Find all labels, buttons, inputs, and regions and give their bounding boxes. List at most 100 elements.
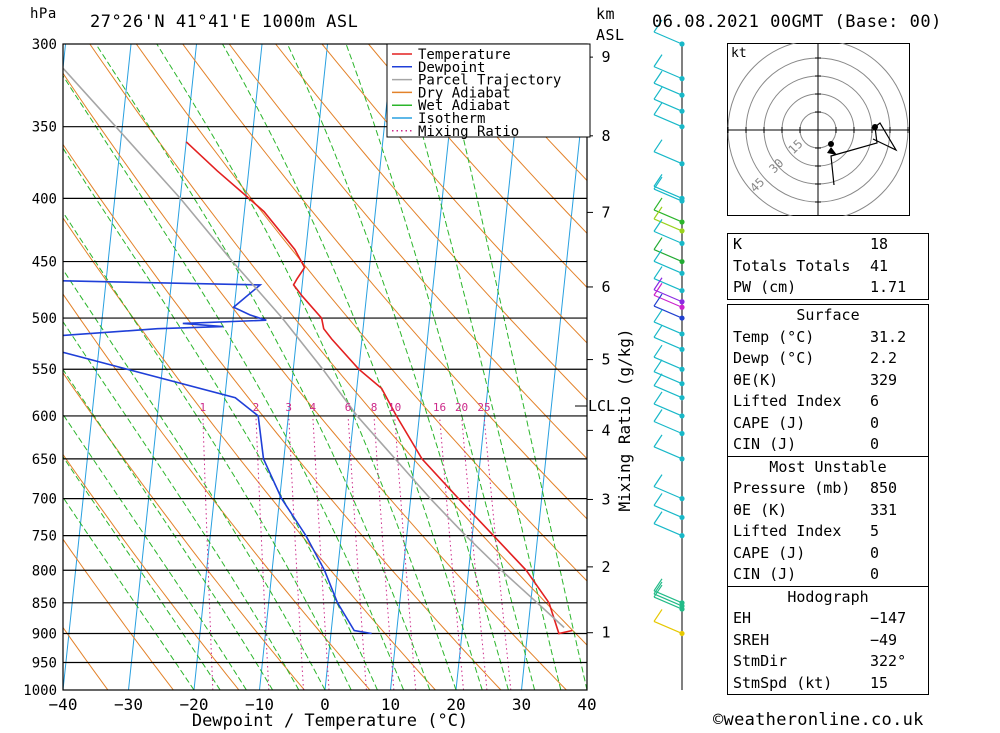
wind-barb-icon bbox=[653, 309, 683, 335]
wind-barb-icon bbox=[653, 54, 683, 80]
height-unit-sub: ASL bbox=[596, 26, 625, 44]
wet-adiabat-line bbox=[63, 147, 378, 690]
wind-barb-dot bbox=[679, 533, 685, 539]
temperature-tick-label: 10 bbox=[381, 695, 400, 714]
temperature-axis-labels: −40 −30 −20 −10 0 10 20 30 40 bbox=[49, 695, 597, 714]
eh-label: EH bbox=[733, 609, 752, 627]
pw-value: 1.71 bbox=[870, 278, 907, 296]
pressure-tick-label: 600 bbox=[32, 409, 57, 425]
wind-barb-icon bbox=[653, 197, 683, 223]
wind-barb-icon bbox=[653, 373, 683, 399]
wet-adiabat-line bbox=[63, 268, 326, 690]
mixing-ratio-line bbox=[439, 415, 464, 690]
pressure-tick-label: 1000 bbox=[23, 683, 57, 699]
pressure-unit: hPa bbox=[30, 6, 57, 22]
height-tick-label: 1 bbox=[601, 624, 610, 642]
wind-barb-icon bbox=[653, 176, 683, 202]
wind-barb-icon bbox=[653, 511, 683, 537]
legend-label: Parcel Trajectory bbox=[418, 73, 561, 89]
wind-barb-icon bbox=[653, 219, 683, 244]
height-tick-label: 9 bbox=[601, 48, 610, 66]
hodograph-point bbox=[828, 141, 834, 147]
pw-label: PW (cm) bbox=[733, 278, 797, 296]
pressure-tick-label: 550 bbox=[32, 362, 57, 378]
pressure-tick-label: 800 bbox=[32, 563, 57, 579]
wet-adiabat-line bbox=[222, 44, 483, 690]
mu-cin-value: 0 bbox=[870, 565, 880, 583]
wind-barb-icon bbox=[653, 293, 683, 319]
profiles bbox=[63, 66, 573, 635]
wind-barb-icon bbox=[653, 578, 683, 604]
mixing-ratio-tick-label: 10 bbox=[388, 401, 401, 414]
dry-adiabat-line bbox=[135, 44, 587, 582]
wet-adiabat-line bbox=[156, 44, 457, 690]
wind-barb-icon bbox=[653, 139, 683, 165]
surface-li-label: Lifted Index bbox=[733, 392, 842, 410]
height-axis-labels: 1 2 3 4 5 6 7 8 9 bbox=[587, 48, 611, 642]
surface-cin-label: CIN (J) bbox=[733, 435, 797, 453]
height-tick-label: 7 bbox=[601, 203, 610, 221]
surface-cape-value: 0 bbox=[870, 413, 880, 432]
dry-adiabat-line bbox=[414, 44, 587, 235]
isotherm-line bbox=[324, 44, 394, 690]
mixing-ratio-tick-label: 16 bbox=[433, 401, 446, 414]
hodograph-unit: kt bbox=[731, 46, 747, 61]
mu-cape-label: CAPE (J) bbox=[733, 543, 806, 562]
dry-adiabat-line bbox=[89, 44, 587, 646]
pressure-tick-label: 850 bbox=[32, 596, 57, 612]
pressure-tick-label: 750 bbox=[32, 529, 57, 545]
dry-adiabat-line bbox=[368, 44, 587, 289]
pressure-tick-label: 400 bbox=[32, 191, 57, 207]
height-tick-label: 5 bbox=[601, 351, 610, 369]
wind-barb-icon bbox=[653, 102, 683, 128]
mixing-ratio-labels: 1 2 3 4 6 8 10 16 20 25 bbox=[200, 401, 491, 414]
wind-barb-icon bbox=[653, 609, 683, 635]
storm-motion-arrow bbox=[827, 147, 837, 155]
wind-barbs bbox=[653, 19, 685, 637]
pressure-tick-label: 300 bbox=[32, 37, 57, 53]
mixing-ratio-tick-label: 20 bbox=[455, 401, 468, 414]
wind-barb-icon bbox=[653, 249, 683, 274]
wind-barb-icon bbox=[653, 206, 683, 232]
k-label: K bbox=[733, 235, 743, 253]
wind-barb-icon bbox=[653, 86, 683, 112]
wind-barb-icon bbox=[653, 359, 683, 385]
lcl-label: LCL bbox=[588, 397, 615, 415]
most-unstable-title: Most Unstable bbox=[769, 457, 887, 476]
dry-adiabat-line bbox=[228, 44, 587, 460]
dry-adiabat-line bbox=[321, 44, 587, 344]
mixing-ratio-tick-label: 25 bbox=[477, 401, 490, 414]
wind-barb-icon bbox=[653, 325, 683, 350]
surface-cape-label: CAPE (J) bbox=[733, 413, 806, 432]
mixing-ratio-tick-label: 3 bbox=[285, 401, 292, 414]
dry-adiabat-line bbox=[63, 217, 436, 690]
wind-barb-dot bbox=[679, 514, 685, 521]
mixing-ratio-tick-label: 6 bbox=[345, 401, 352, 414]
mixing-ratio-line bbox=[394, 415, 417, 690]
pressure-axis-labels: 300 350 400 450 500 550 600 650 700 750 800 850 900 9… bbox=[23, 37, 57, 699]
mixing-ratio-tick-label: 2 bbox=[253, 401, 260, 414]
legend-label: Dry Adiabat bbox=[418, 85, 511, 101]
mu-pressure-label: Pressure (mb) bbox=[733, 479, 851, 497]
isotherm-line bbox=[390, 44, 460, 690]
mixing-ratio-axis-title: Mixing Ratio (g/kg) bbox=[615, 328, 634, 511]
wind-barb-icon bbox=[653, 474, 683, 500]
dry-adiabat-line bbox=[63, 538, 174, 690]
height-tick-label: 2 bbox=[601, 558, 610, 576]
indices-table: K 18 Totals Totals 41 PW (cm) 1.71 bbox=[727, 233, 929, 300]
mixing-ratio-tick-label: 8 bbox=[371, 401, 378, 414]
mu-li-value: 5 bbox=[870, 522, 880, 540]
legend-label: Wet Adiabat bbox=[418, 98, 511, 114]
temperature-tick-label: −10 bbox=[245, 695, 274, 714]
height-unit: km bbox=[596, 5, 616, 23]
surface-li-value: 6 bbox=[870, 392, 880, 410]
pressure-tick-label: 350 bbox=[32, 120, 57, 136]
isotherm-line bbox=[193, 44, 263, 690]
wind-barb-icon bbox=[653, 581, 683, 607]
stmdir-label: StmDir bbox=[733, 652, 788, 670]
legend-label: Isotherm bbox=[418, 111, 485, 127]
stmspd-label: StmSpd (kt) bbox=[733, 673, 833, 692]
dewpoint-line bbox=[63, 280, 372, 635]
temperature-tick-label: −40 bbox=[49, 695, 78, 714]
mixing-ratio-line bbox=[373, 415, 395, 690]
